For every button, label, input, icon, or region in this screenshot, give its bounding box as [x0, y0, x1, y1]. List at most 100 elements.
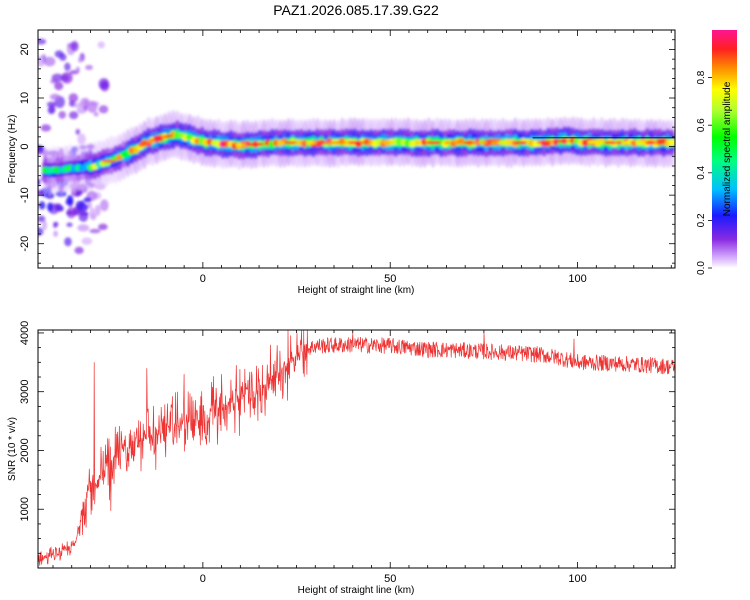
spectrogram-noise-blob	[81, 237, 93, 245]
spectrogram-noise-blob	[64, 62, 71, 71]
spectrogram-noise-blob	[47, 106, 55, 115]
spectrogram-y-tick-label: -20	[19, 236, 31, 252]
snr-y-tick-label: 3000	[19, 379, 31, 403]
spectrogram-noise-blob	[77, 133, 86, 145]
spectrogram-frame	[37, 29, 676, 269]
spectrogram-noise-blob	[97, 41, 105, 49]
spectrogram-noise-blob	[87, 202, 92, 209]
spectrogram-hotspot	[450, 141, 459, 145]
spectrogram-noise-blob	[54, 50, 64, 58]
snr-panel: 0 50 100 1000 2000 3000 4000 Height of straigh…	[7, 321, 676, 596]
spectrogram-noise-blob	[38, 150, 43, 155]
snr-y-label: SNR (10 * v/v)	[7, 417, 18, 481]
spectrogram-heatmap	[38, 38, 675, 254]
spectrogram-noise-blob	[89, 207, 96, 219]
spectrogram-hotspot	[477, 141, 488, 145]
spectrogram-ridge-blob	[668, 139, 675, 146]
spectrogram-hotspot	[138, 142, 151, 146]
colorbar-tick-label: 0.4	[696, 165, 707, 179]
snr-series-line	[38, 330, 675, 566]
spectrogram-noise-blob	[76, 202, 89, 212]
spectrogram-noise-blob	[51, 73, 64, 82]
snr-plot-area	[38, 330, 675, 566]
snr-x-label: Height of straight line (km)	[298, 585, 415, 596]
colorbar-tick-label: 0.8	[696, 70, 707, 84]
spectrogram-hotspot	[635, 141, 648, 145]
spectrogram-y-tick-label: 20	[19, 43, 31, 55]
spectrogram-noise-blob	[85, 64, 93, 71]
spectrogram-noise-blob	[68, 111, 79, 120]
spectrogram-noise-blob	[61, 71, 73, 84]
spectrogram-hotspot	[379, 141, 394, 145]
spectrogram-noise-blob	[40, 124, 52, 132]
spectrogram-noise-blob	[93, 111, 99, 117]
snr-y-tick-label: 4000	[19, 321, 31, 345]
snr-ticks: 0 50 100 1000 2000 3000 4000	[19, 321, 675, 585]
spectrogram-x-tick-label: 50	[384, 273, 396, 285]
snr-x-tick-label: 0	[200, 573, 206, 585]
spectrogram-noise-blob	[53, 230, 59, 237]
spectrogram-noise-blob	[38, 55, 46, 67]
spectrogram-y-tick-label: 0	[19, 144, 31, 150]
spectrogram-noise-blob	[75, 189, 83, 196]
spectrogram-noise-blob	[42, 220, 48, 231]
colorbar: 0.0 0.2 0.4 0.6 0.8 Normalized spectral ampl…	[696, 30, 737, 275]
spectrogram-noise-blob	[83, 197, 92, 203]
spectrogram-noise-blob	[98, 105, 109, 114]
spectrogram-noise-blob	[38, 190, 45, 196]
snr-y-tick-label: 1000	[19, 497, 31, 521]
spectrogram-noise-blob	[66, 210, 73, 216]
colorbar-label: Normalized spectral amplitude	[722, 81, 733, 216]
spectrogram-noise-blob	[75, 128, 81, 136]
spectrogram-hotspot	[609, 141, 616, 145]
spectrogram-noise-blob	[74, 246, 84, 254]
spectrogram-hotspot	[101, 159, 118, 163]
spectrogram-hotspot	[146, 139, 156, 143]
spectrogram-hotspot	[659, 141, 666, 145]
spectrogram-hotspot	[620, 141, 632, 145]
spectrogram-noise-blob	[49, 93, 61, 101]
spectrogram-ticks: 0 50 100 -20 -10 0 10 20	[19, 29, 675, 285]
spectrogram-noise-blob	[71, 210, 80, 216]
colorbar-tick-label: 0.6	[696, 118, 707, 132]
spectrogram-hotspot	[512, 141, 528, 145]
snr-y-tick-label: 2000	[19, 438, 31, 462]
spectrogram-noise-blob	[75, 66, 80, 73]
spectrogram-hotspot	[314, 141, 329, 145]
spectrogram-blobs	[38, 38, 675, 254]
spectrogram-noise-blob	[66, 222, 73, 228]
spectrogram-x-tick-label: 0	[200, 273, 206, 285]
spectrogram-noise-blob	[46, 101, 57, 108]
spectrogram-noise-blob	[43, 56, 56, 67]
spectrogram-noise-blob	[99, 199, 109, 212]
spectrogram-noise-blob	[54, 221, 59, 227]
spectrogram-hotspot	[462, 141, 475, 145]
spectrogram-x-tick-label: 100	[568, 273, 586, 285]
spectrogram-noise-blob	[79, 97, 91, 109]
spectrogram-hotspot	[443, 141, 451, 145]
spectrogram-hotspot	[333, 141, 347, 145]
spectrogram-noise-blob	[38, 178, 41, 186]
spectrogram-hotspot	[427, 141, 435, 145]
spectrogram-y-tick-label: 10	[19, 92, 31, 104]
snr-x-tick-label: 50	[384, 573, 396, 585]
spectrogram-noise-blob	[38, 201, 46, 210]
spectrogram-noise-blob	[94, 204, 101, 216]
spectrogram-noise-blob	[77, 56, 83, 63]
snr-frame	[37, 329, 676, 569]
colorbar-gradient	[712, 30, 737, 268]
chart-title: PAZ1.2026.085.17.39.G22	[273, 2, 439, 18]
spectrogram-noise-blob	[98, 223, 108, 231]
spectrogram-noise-blob	[46, 202, 54, 212]
spectrogram-hotspot	[349, 141, 365, 145]
spectrogram-hotspot	[160, 135, 170, 139]
spectrogram-hotspot	[432, 141, 441, 145]
spectrogram-noise-blob	[100, 82, 108, 88]
spectrogram-noise-blob	[89, 228, 101, 234]
spectrogram-noise-blob	[56, 205, 64, 212]
spectrogram-noise-blob	[77, 224, 90, 232]
spectrogram-noise-blob	[68, 100, 76, 107]
spectrogram-noise-blob	[66, 195, 74, 205]
spectrogram-noise-blob	[64, 237, 72, 247]
